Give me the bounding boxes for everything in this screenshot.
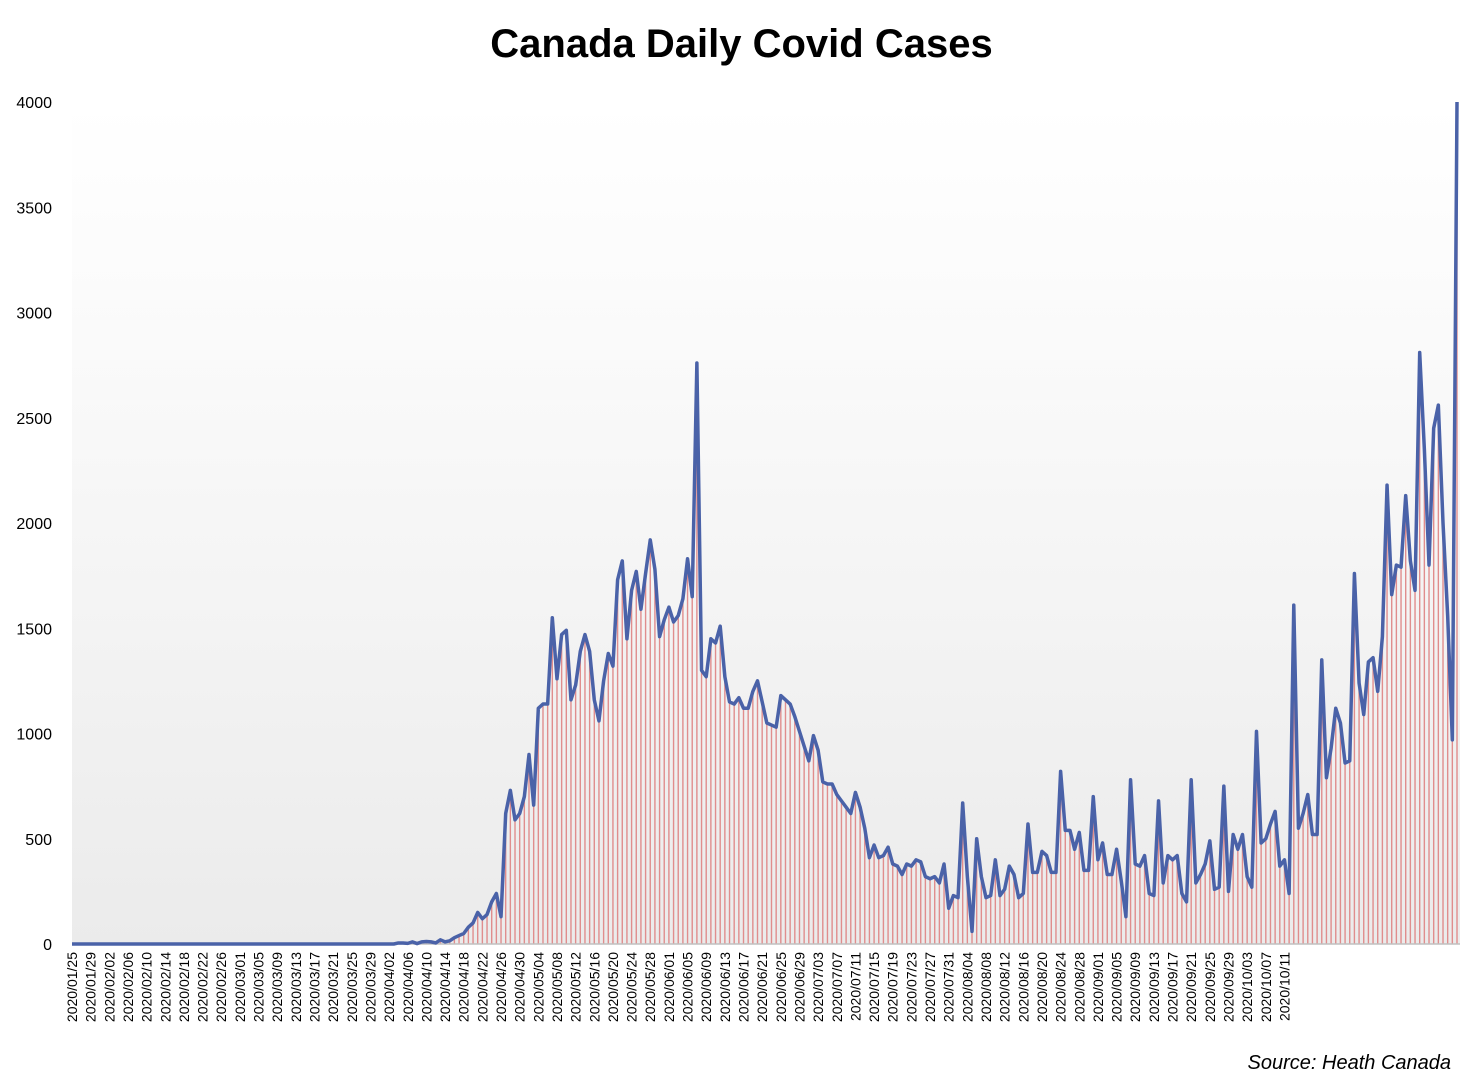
x-tick-label: 2020/01/25 <box>64 952 80 1022</box>
x-axis: 2020/01/25 2020/01/29 2020/02/02 2020/02/06… <box>64 952 1292 1022</box>
x-tick-label: 2020/02/02 <box>101 952 117 1022</box>
x-tick-label: 2020/04/30 <box>512 952 528 1022</box>
x-tick-label: 2020/08/12 <box>997 952 1013 1022</box>
x-tick-label: 2020/07/19 <box>885 952 901 1022</box>
x-tick-label: 2020/05/12 <box>568 952 584 1022</box>
y-tick-label: 0 <box>43 937 52 954</box>
x-tick-label: 2020/02/26 <box>213 952 229 1022</box>
x-tick-label: 2020/08/16 <box>1015 952 1031 1022</box>
x-tick-label: 2020/02/06 <box>120 952 136 1022</box>
x-tick-label: 2020/05/16 <box>586 952 602 1022</box>
x-tick-label: 2020/06/21 <box>754 952 770 1022</box>
x-tick-label: 2020/07/15 <box>866 952 882 1022</box>
x-tick-label: 2020/08/04 <box>959 952 975 1022</box>
x-tick-label: 2020/02/18 <box>176 952 192 1022</box>
x-tick-label: 2020/04/06 <box>400 952 416 1022</box>
x-tick-label: 2020/03/17 <box>306 952 322 1022</box>
x-tick-label: 2020/07/27 <box>922 952 938 1022</box>
y-tick-label: 4000 <box>16 95 52 112</box>
x-tick-label: 2020/06/01 <box>661 952 677 1022</box>
x-tick-label: 2020/09/29 <box>1220 952 1236 1022</box>
x-tick-label: 2020/09/25 <box>1202 952 1218 1022</box>
plot-area <box>72 102 1460 944</box>
y-tick-label: 3500 <box>16 200 52 217</box>
y-tick-label: 2500 <box>16 411 52 428</box>
y-tick-label: 3000 <box>16 306 52 323</box>
x-tick-label: 2020/07/11 <box>847 952 863 1021</box>
x-tick-label: 2020/01/29 <box>83 952 99 1022</box>
x-tick-label: 2020/03/25 <box>344 952 360 1022</box>
x-tick-label: 2020/05/24 <box>624 952 640 1022</box>
x-tick-label: 2020/05/20 <box>605 952 621 1022</box>
x-tick-label: 2020/08/24 <box>1053 952 1069 1022</box>
x-tick-label: 2020/09/21 <box>1183 952 1199 1022</box>
x-tick-label: 2020/04/02 <box>381 952 397 1022</box>
x-tick-label: 2020/10/07 <box>1258 952 1274 1022</box>
x-tick-label: 2020/08/20 <box>1034 952 1050 1022</box>
x-tick-label: 2020/09/05 <box>1109 952 1125 1022</box>
x-tick-label: 2020/07/23 <box>903 952 919 1022</box>
x-tick-label: 2020/08/28 <box>1071 952 1087 1022</box>
x-tick-label: 2020/09/09 <box>1127 952 1143 1022</box>
x-tick-label: 2020/04/26 <box>493 952 509 1022</box>
x-tick-label: 2020/06/09 <box>698 952 714 1022</box>
x-tick-label: 2020/05/04 <box>530 952 546 1022</box>
x-tick-label: 2020/06/05 <box>680 952 696 1022</box>
y-axis: 0 500 1000 1500 2000 2500 3000 3500 4000 <box>16 95 52 954</box>
x-tick-label: 2020/04/14 <box>437 952 453 1022</box>
x-tick-label: 2020/06/29 <box>791 952 807 1022</box>
x-tick-label: 2020/07/07 <box>829 952 845 1022</box>
x-tick-label: 2020/06/17 <box>736 952 752 1022</box>
x-tick-label: 2020/06/13 <box>717 952 733 1022</box>
series-line <box>72 101 1459 946</box>
x-tick-label: 2020/09/01 <box>1090 952 1106 1022</box>
x-tick-label: 2020/08/08 <box>978 952 994 1022</box>
x-tick-label: 2020/09/17 <box>1165 952 1181 1022</box>
x-tick-label: 2020/07/03 <box>810 952 826 1022</box>
x-tick-label: 2020/05/28 <box>642 952 658 1022</box>
x-tick-label: 2020/02/10 <box>139 952 155 1022</box>
source-note: Source: Heath Canada <box>1247 1052 1451 1074</box>
x-tick-label: 2020/03/13 <box>288 952 304 1022</box>
x-tick-label: 2020/05/08 <box>549 952 565 1022</box>
x-tick-label: 2020/03/21 <box>325 952 341 1022</box>
x-tick-label: 2020/03/29 <box>362 952 378 1022</box>
x-tick-label: 2020/02/14 <box>157 952 173 1022</box>
x-tick-label: 2020/04/18 <box>456 952 472 1022</box>
x-tick-label: 2020/07/31 <box>941 952 957 1022</box>
x-tick-label: 2020/10/11 <box>1276 952 1292 1021</box>
x-tick-label: 2020/06/25 <box>773 952 789 1022</box>
x-tick-label: 2020/04/10 <box>418 952 434 1022</box>
x-tick-label: 2020/03/09 <box>269 952 285 1022</box>
x-tick-label: 2020/04/22 <box>474 952 490 1022</box>
y-tick-label: 1500 <box>16 621 52 638</box>
chart-title: Canada Daily Covid Cases <box>490 22 993 66</box>
x-tick-label: 2020/02/22 <box>195 952 211 1022</box>
y-tick-label: 2000 <box>16 516 52 533</box>
y-tick-label: 1000 <box>16 727 52 744</box>
x-tick-label: 2020/10/03 <box>1239 952 1255 1022</box>
x-tick-label: 2020/09/13 <box>1146 952 1162 1022</box>
y-tick-label: 500 <box>25 832 52 849</box>
x-tick-label: 2020/03/01 <box>232 952 248 1022</box>
x-tick-label: 2020/03/05 <box>251 952 267 1022</box>
